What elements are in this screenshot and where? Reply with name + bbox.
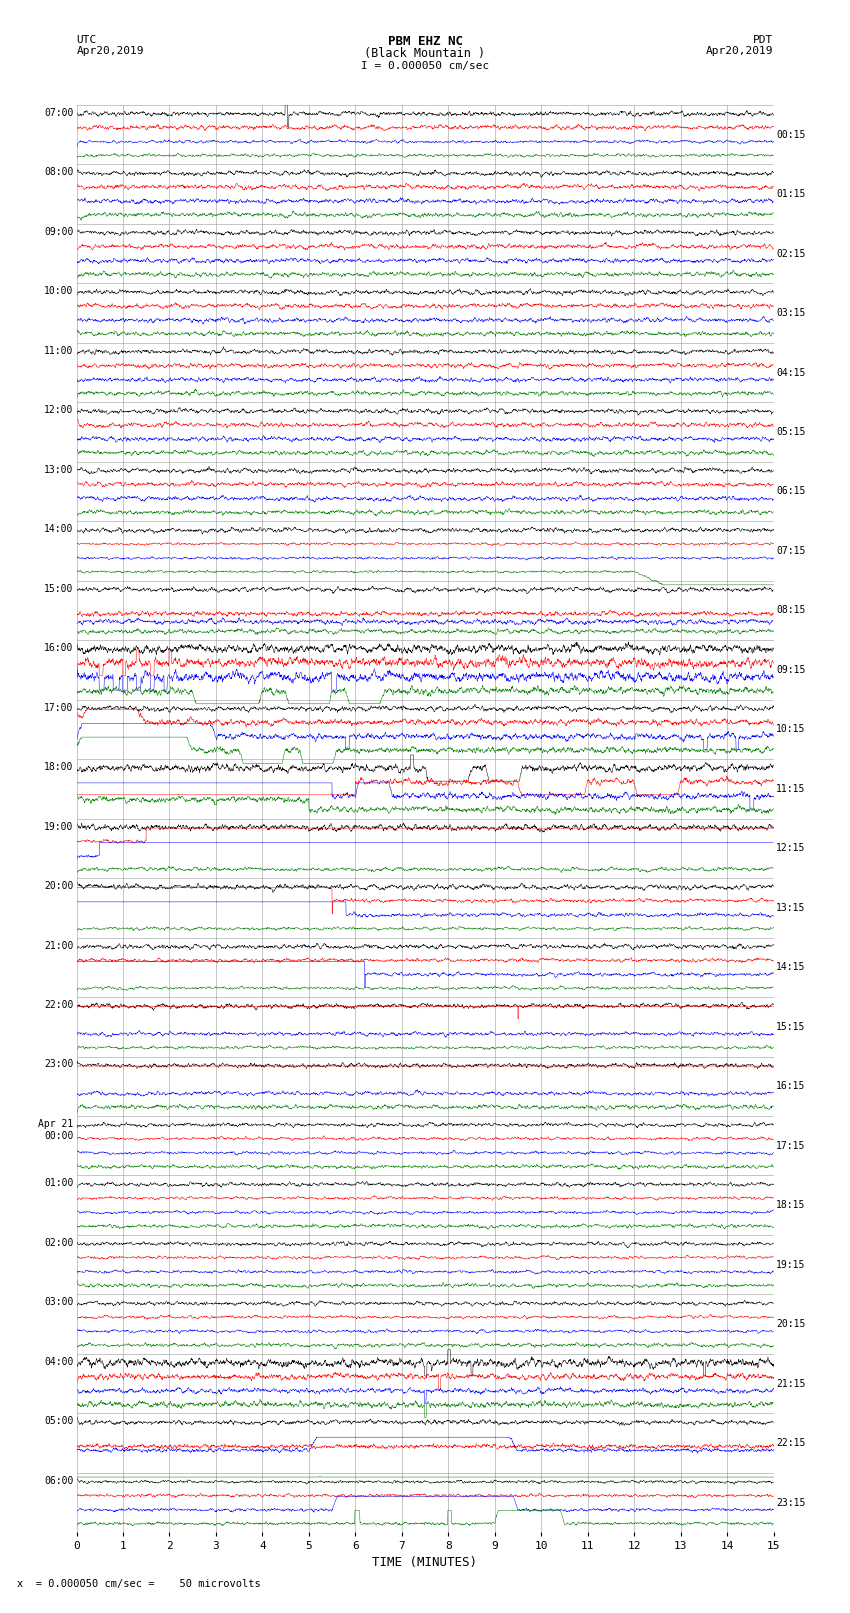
Text: x  = 0.000050 cm/sec =    50 microvolts: x = 0.000050 cm/sec = 50 microvolts bbox=[17, 1579, 261, 1589]
X-axis label: TIME (MINUTES): TIME (MINUTES) bbox=[372, 1555, 478, 1568]
Text: UTC: UTC bbox=[76, 35, 97, 45]
Text: Apr20,2019: Apr20,2019 bbox=[76, 47, 144, 56]
Text: PDT: PDT bbox=[753, 35, 774, 45]
Text: I = 0.000050 cm/sec: I = 0.000050 cm/sec bbox=[361, 61, 489, 71]
Text: Apr20,2019: Apr20,2019 bbox=[706, 47, 774, 56]
Text: (Black Mountain ): (Black Mountain ) bbox=[365, 47, 485, 60]
Text: PBM EHZ NC: PBM EHZ NC bbox=[388, 35, 462, 48]
